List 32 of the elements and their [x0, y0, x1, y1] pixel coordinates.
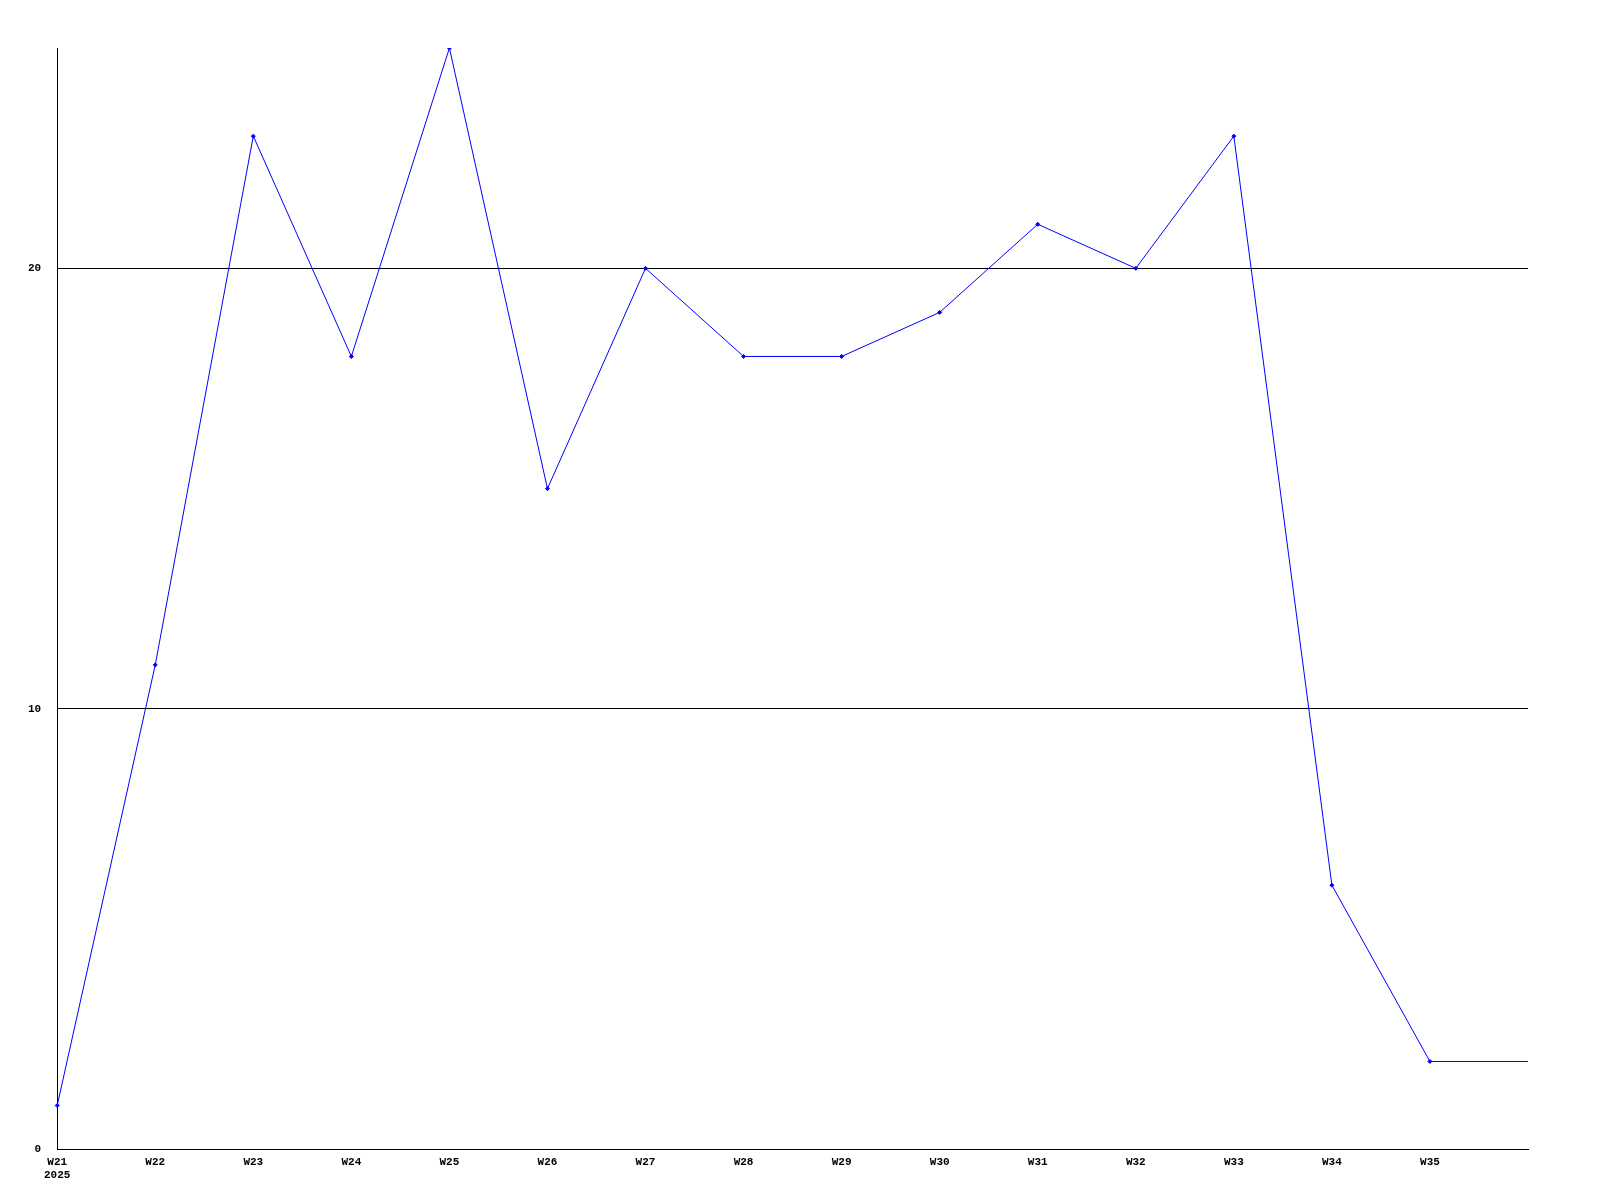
x-tick-label: W25 [439, 1155, 460, 1168]
point [839, 353, 845, 359]
point [1133, 265, 1139, 271]
point [1035, 221, 1041, 227]
x-tick-label: W35 [1420, 1155, 1441, 1168]
x-tick-label: W24 [341, 1155, 362, 1168]
x-tick-label: W21 2025 [44, 1155, 71, 1182]
x-tick-label: W27 [635, 1155, 656, 1168]
point [250, 133, 256, 139]
y-tick-label: 0 [34, 1143, 42, 1156]
x-tick-label: W31 [1027, 1155, 1049, 1168]
x-tick-label: W33 [1223, 1155, 1245, 1168]
point [1329, 882, 1335, 888]
point [348, 353, 354, 359]
x-tick-label: W32 [1125, 1155, 1146, 1168]
x-tick-label: W30 [929, 1155, 950, 1168]
point [937, 309, 943, 315]
point [152, 662, 158, 668]
point [544, 486, 550, 492]
point [741, 353, 747, 359]
y-tick-label: 20 [28, 262, 42, 275]
point [643, 265, 649, 271]
x-tick-label: W28 [733, 1155, 754, 1168]
point [1427, 1058, 1433, 1064]
point [1231, 133, 1237, 139]
point [54, 1103, 60, 1109]
x-tick-label: W23 [243, 1155, 264, 1168]
y-tick-label: 10 [28, 702, 42, 715]
x-tick-label: W34 [1321, 1155, 1343, 1168]
x-tick-label: W26 [537, 1155, 558, 1168]
x-tick-label: W29 [831, 1155, 852, 1168]
x-tick-label: W22 [145, 1155, 166, 1168]
